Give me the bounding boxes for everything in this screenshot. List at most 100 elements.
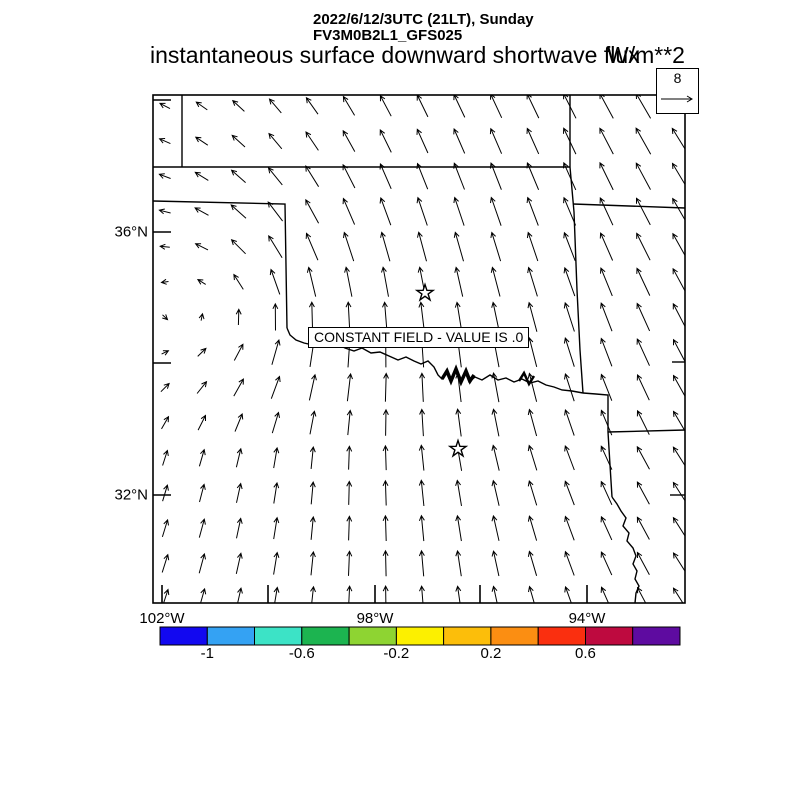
- wind-arrow: [267, 201, 283, 222]
- wind-arrow: [382, 444, 389, 471]
- wind-arrow: [636, 551, 650, 575]
- wind-arrow: [453, 196, 465, 226]
- wind-arrow: [599, 196, 614, 226]
- colorbar-segment: [348, 626, 397, 646]
- wind-arrow: [418, 514, 425, 542]
- wind-arrow: [636, 445, 650, 470]
- wind-arrow: [194, 243, 209, 251]
- wind-arrow: [306, 266, 317, 297]
- wind-arrow: [161, 415, 170, 430]
- wind-arrow: [233, 343, 244, 361]
- wind-arrow: [236, 482, 243, 503]
- wind-arrow: [162, 449, 169, 466]
- wind-arrow: [600, 515, 613, 541]
- wind-arrow: [527, 550, 538, 576]
- wind-arrow: [343, 231, 355, 262]
- lon-tick-label: 102°W: [139, 610, 185, 627]
- colorbar-segment: [585, 626, 634, 646]
- colorbar-segment: [254, 626, 303, 646]
- wind-arrow: [268, 234, 283, 258]
- wind-arrow: [273, 516, 280, 540]
- wind-arrow: [194, 171, 209, 181]
- wind-arrow: [272, 302, 279, 331]
- wind-arrow: [342, 163, 356, 189]
- wind-arrow: [455, 514, 462, 542]
- wind-arrow: [636, 516, 650, 540]
- wind-arrow: [491, 585, 498, 603]
- wind-arrow: [234, 412, 244, 432]
- wind-arrow: [636, 481, 650, 505]
- colorbar-segment: [159, 626, 208, 646]
- wind-arrow: [161, 518, 169, 538]
- wind-arrow: [382, 479, 389, 506]
- wind-arrow: [419, 372, 426, 402]
- wind-arrow: [636, 267, 651, 296]
- wind-arrow: [308, 373, 317, 401]
- wind-arrow: [526, 196, 539, 226]
- wind-arrow: [162, 314, 169, 321]
- wind-arrow: [162, 484, 169, 502]
- wind-arrow: [235, 308, 242, 326]
- wind-arrow: [635, 162, 651, 190]
- wind-arrow: [198, 312, 205, 321]
- plot-title: instantaneous surface downward shortwave…: [150, 42, 640, 68]
- reference-arrow-glyph: [661, 95, 693, 103]
- star-marker: [447, 438, 469, 458]
- wind-arrow: [564, 550, 575, 576]
- wind-arrow: [268, 98, 282, 114]
- wind-arrow: [564, 585, 572, 603]
- wind-arrow: [230, 239, 246, 255]
- wind-arrow: [309, 550, 316, 576]
- reference-vector-arrow: [661, 95, 693, 103]
- wind-arrow: [231, 99, 245, 112]
- wind-arrow: [194, 207, 209, 216]
- wind-arrow: [600, 586, 610, 603]
- wind-arrow: [563, 301, 575, 332]
- wind-arrow: [309, 410, 317, 435]
- wind-arrow: [599, 232, 614, 261]
- wind-arrow: [231, 134, 246, 148]
- wind-arrow: [267, 167, 283, 186]
- wind-arrow: [382, 514, 389, 542]
- wind-arrow: [600, 373, 613, 401]
- colorbar-segment: [443, 626, 492, 646]
- wind-arrow: [237, 587, 243, 603]
- wind-arrow: [383, 372, 389, 402]
- wind-arrow: [230, 169, 246, 183]
- wind-arrow: [636, 197, 651, 226]
- wind-arrow: [453, 127, 466, 154]
- wind-arrow: [527, 266, 538, 297]
- wind-arrow: [564, 408, 575, 436]
- wind-arrow: [236, 517, 243, 539]
- map-outline-layer: [152, 95, 686, 604]
- wind-arrow: [490, 95, 503, 119]
- wind-arrow: [636, 302, 651, 332]
- colorbar-tick-label: 0.2: [480, 645, 502, 662]
- wind-arrow: [309, 515, 316, 540]
- wind-arrow: [342, 129, 356, 152]
- wind-arrow: [671, 162, 685, 186]
- wind-arrow: [600, 480, 613, 506]
- constant-field-label: CONSTANT FIELD - VALUE IS .0: [308, 327, 530, 348]
- wind-arrow: [160, 382, 170, 393]
- wind-arrow: [636, 373, 650, 401]
- wind-arrow: [527, 301, 538, 332]
- wind-arrow: [160, 278, 169, 285]
- wind-arrow: [490, 266, 501, 297]
- wind-arrow: [527, 444, 538, 471]
- wind-arrow: [636, 338, 650, 366]
- wind-arrow: [161, 350, 170, 356]
- wind-arrow: [197, 347, 207, 357]
- wind-arrow: [305, 131, 319, 151]
- wind-arrow: [491, 514, 500, 541]
- colorbar-tick-label: -0.2: [383, 645, 410, 662]
- wind-arrow: [599, 161, 614, 191]
- wind-arrow: [305, 96, 319, 115]
- colorbar-tick-label: -1: [200, 645, 214, 662]
- wind-arrow: [159, 102, 171, 110]
- wind-arrow: [273, 551, 280, 575]
- wind-arrow: [309, 481, 316, 505]
- wind-arrow: [159, 243, 170, 250]
